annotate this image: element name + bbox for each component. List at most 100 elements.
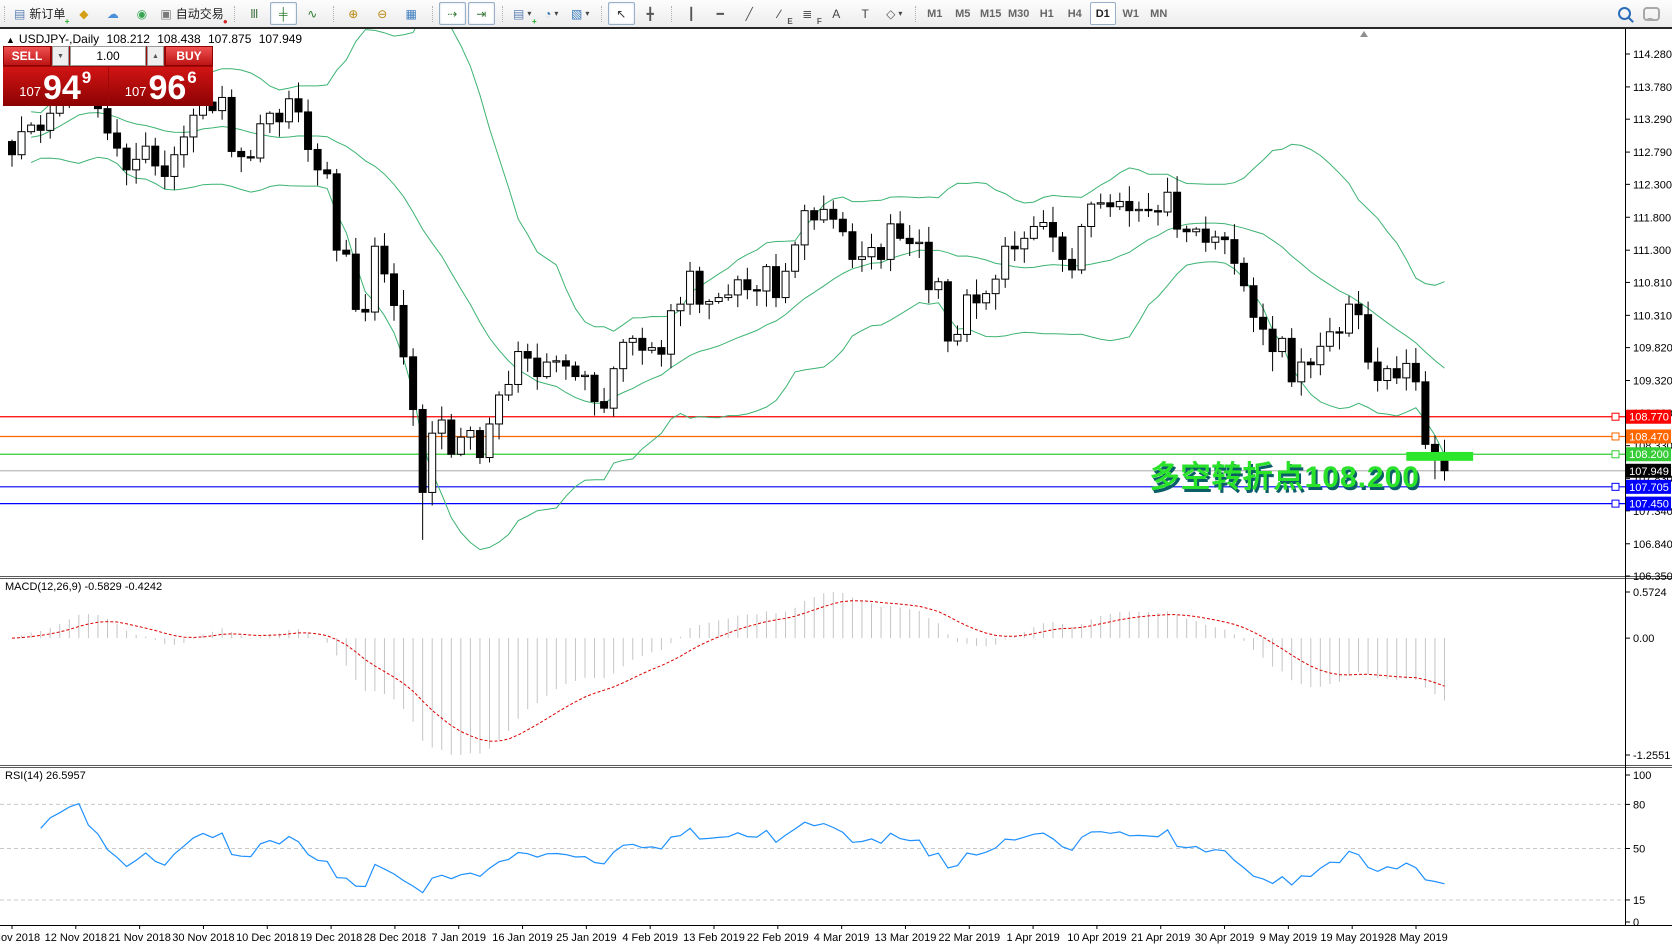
- candle-up: [991, 278, 1000, 295]
- sell-price[interactable]: 107 94 9: [3, 67, 108, 106]
- horizontal-line-icon: ━: [716, 6, 724, 21]
- hline-handle[interactable]: [1611, 482, 1620, 491]
- candle-up: [256, 123, 265, 159]
- candle-down: [1068, 258, 1077, 271]
- periods-icon: ◔: [544, 6, 552, 21]
- buy-price[interactable]: 107 96 6: [108, 67, 213, 106]
- market-icon[interactable]: ◆: [70, 2, 97, 25]
- timeframe-m1[interactable]: M1: [927, 7, 943, 20]
- autotrading-button[interactable]: ▣ ● 自动交易: [157, 2, 227, 26]
- candle-up: [1325, 331, 1334, 347]
- chevron-down-icon[interactable]: ▾: [585, 9, 590, 18]
- channel-button[interactable]: ∕∕ E: [765, 2, 793, 26]
- candle-up: [1163, 191, 1172, 213]
- candle-down: [1249, 285, 1258, 318]
- vertical-line-button[interactable]: ┃: [678, 2, 705, 25]
- tile-windows-button[interactable]: ▦: [398, 2, 425, 25]
- date-axis-label: 13 Mar 2019: [875, 932, 937, 944]
- chevron-down-icon[interactable]: ▾: [898, 9, 903, 18]
- volume-decrease-button[interactable]: ▼: [52, 46, 69, 66]
- candle-down: [848, 231, 857, 260]
- hline-handle[interactable]: [1611, 450, 1620, 459]
- volume-increase-button[interactable]: ▲: [147, 46, 164, 66]
- candle-up: [17, 131, 26, 156]
- date-axis-label: 30 Nov 2018: [172, 932, 234, 944]
- zoom-out-button[interactable]: ⊖: [369, 2, 396, 25]
- candle-up: [953, 333, 962, 342]
- toolbar-group: ↖ ╋: [599, 2, 668, 26]
- chart-marker-icon: [1360, 31, 1368, 37]
- candle-down: [905, 237, 914, 245]
- chevron-down-icon[interactable]: ▾: [527, 9, 532, 18]
- candle-down: [523, 351, 532, 359]
- hline-handle[interactable]: [1611, 432, 1620, 441]
- date-axis-label: 28 Dec 2018: [364, 932, 426, 944]
- date-axis-label: 9 May 2019: [1260, 932, 1317, 944]
- candle-up: [800, 210, 809, 246]
- shapes-dropdown[interactable]: ◇ ▾: [881, 2, 908, 25]
- sell-price-pip: 9: [81, 68, 92, 87]
- chart-shift-button[interactable]: ⇥: [467, 2, 495, 25]
- timeframe-m15[interactable]: M15: [980, 7, 1002, 20]
- candle-down: [924, 241, 933, 291]
- text-label-button[interactable]: T: [852, 2, 879, 25]
- community-icon[interactable]: ☁: [99, 2, 126, 25]
- trendline-button[interactable]: ╱: [736, 2, 763, 25]
- timeframe-m5[interactable]: M5: [955, 7, 971, 20]
- fibonacci-button[interactable]: ≣ F: [794, 2, 822, 26]
- line-chart-button[interactable]: ∿: [299, 2, 326, 25]
- candle-down: [972, 294, 981, 304]
- new-chart-dropdown[interactable]: ▤ + ▾: [509, 2, 537, 26]
- timeframe-m30[interactable]: M30: [1008, 7, 1030, 20]
- bar-chart-button[interactable]: Ⅲ: [241, 2, 268, 25]
- candle-down: [246, 156, 255, 159]
- timeframe-h4[interactable]: H4: [1067, 7, 1082, 20]
- timeframe-mn[interactable]: MN: [1150, 7, 1168, 20]
- hline-price-label: [1626, 496, 1671, 511]
- hline-handle[interactable]: [1611, 412, 1620, 421]
- date-axis-label: 13 Feb 2019: [683, 932, 745, 944]
- hline-handle[interactable]: [1611, 499, 1620, 508]
- new-order-button[interactable]: ▤ + 新订单: [11, 2, 69, 26]
- buy-button[interactable]: BUY: [165, 46, 213, 66]
- hline-price-label-text: 108.200: [1629, 449, 1669, 461]
- candle-down: [151, 145, 160, 167]
- timeframe-d1[interactable]: D1: [1089, 2, 1116, 25]
- trendline-icon: ╱: [745, 6, 753, 21]
- volume-input[interactable]: [70, 46, 146, 66]
- crosshair-button[interactable]: ╋: [637, 2, 664, 25]
- timeframe-w1[interactable]: W1: [1122, 7, 1139, 20]
- auto-scroll-button[interactable]: ⇢: [438, 2, 466, 25]
- timeframe-h1[interactable]: H1: [1039, 7, 1054, 20]
- horizontal-line-button[interactable]: ━: [707, 2, 734, 25]
- candlestick-chart-button[interactable]: ╪: [269, 2, 297, 25]
- new-order-icon: ▤: [14, 6, 26, 21]
- highlight-rectangle[interactable]: [1406, 451, 1474, 461]
- chart-text-annotation[interactable]: 多空转折点108.200: [1149, 461, 1420, 494]
- collapse-triangle-icon[interactable]: ▲: [6, 35, 15, 45]
- zoom-in-button[interactable]: ⊕: [340, 2, 367, 25]
- macd-axis-label: 0.00: [1633, 633, 1654, 645]
- hline-price-label: [1626, 429, 1671, 444]
- toolbar-group: Ⅲ ╪ ∿: [232, 2, 330, 26]
- candle-down: [275, 112, 284, 123]
- hline-price-label: [1626, 447, 1671, 462]
- candle-up: [1278, 337, 1287, 353]
- signals-icon[interactable]: ◉: [128, 2, 155, 25]
- candle-down: [561, 360, 570, 367]
- sell-button[interactable]: SELL: [3, 46, 51, 66]
- periods-dropdown[interactable]: ◔ ▾: [538, 2, 565, 25]
- text-button[interactable]: A: [823, 2, 850, 25]
- cursor-button[interactable]: ↖: [607, 2, 635, 25]
- chevron-down-icon[interactable]: ▾: [554, 9, 559, 18]
- chat-icon[interactable]: [1643, 6, 1660, 21]
- candle-down: [1144, 208, 1153, 212]
- indicators-dropdown[interactable]: ▧ ▾: [567, 2, 594, 25]
- macd-axis-label: 0.5724: [1633, 587, 1667, 599]
- new-chart-icon: ▤: [513, 6, 525, 21]
- candle-down: [1201, 228, 1210, 243]
- candle-down: [1335, 331, 1344, 334]
- search-icon[interactable]: [1618, 7, 1631, 20]
- sell-price-big: 94: [42, 69, 81, 108]
